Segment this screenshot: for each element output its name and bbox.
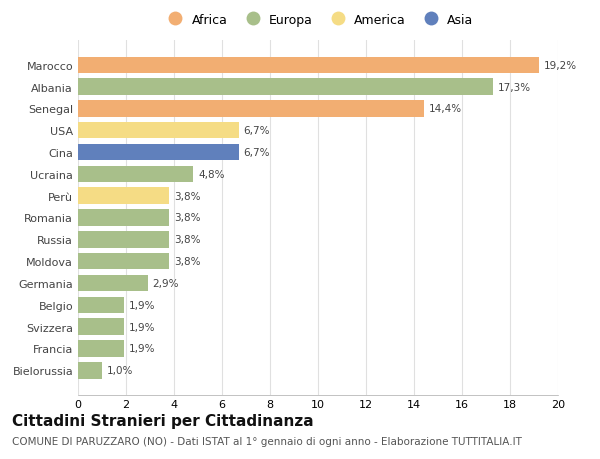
Bar <box>78 362 102 379</box>
Text: 1,9%: 1,9% <box>128 344 155 354</box>
Text: COMUNE DI PARUZZARO (NO) - Dati ISTAT al 1° gennaio di ogni anno - Elaborazione : COMUNE DI PARUZZARO (NO) - Dati ISTAT al… <box>12 436 522 446</box>
Bar <box>78 319 124 335</box>
Text: 6,7%: 6,7% <box>244 148 270 157</box>
Text: 17,3%: 17,3% <box>498 82 531 92</box>
Text: 3,8%: 3,8% <box>174 213 200 223</box>
Text: Cittadini Stranieri per Cittadinanza: Cittadini Stranieri per Cittadinanza <box>12 413 314 428</box>
Text: 1,9%: 1,9% <box>128 322 155 332</box>
Text: 1,0%: 1,0% <box>107 365 133 375</box>
Text: 4,8%: 4,8% <box>198 169 224 179</box>
Text: 3,8%: 3,8% <box>174 257 200 267</box>
Bar <box>78 166 193 183</box>
Bar <box>78 57 539 74</box>
Bar <box>78 79 493 95</box>
Text: 14,4%: 14,4% <box>428 104 461 114</box>
Bar <box>78 297 124 313</box>
Bar <box>78 210 169 226</box>
Text: 19,2%: 19,2% <box>544 61 577 71</box>
Bar <box>78 145 239 161</box>
Bar <box>78 188 169 204</box>
Text: 6,7%: 6,7% <box>244 126 270 136</box>
Bar <box>78 253 169 270</box>
Legend: Africa, Europa, America, Asia: Africa, Europa, America, Asia <box>158 9 478 32</box>
Text: 2,9%: 2,9% <box>152 279 179 288</box>
Text: 3,8%: 3,8% <box>174 191 200 201</box>
Bar <box>78 341 124 357</box>
Bar <box>78 101 424 118</box>
Bar <box>78 275 148 291</box>
Text: 3,8%: 3,8% <box>174 235 200 245</box>
Bar <box>78 123 239 139</box>
Text: 1,9%: 1,9% <box>128 300 155 310</box>
Bar <box>78 232 169 248</box>
